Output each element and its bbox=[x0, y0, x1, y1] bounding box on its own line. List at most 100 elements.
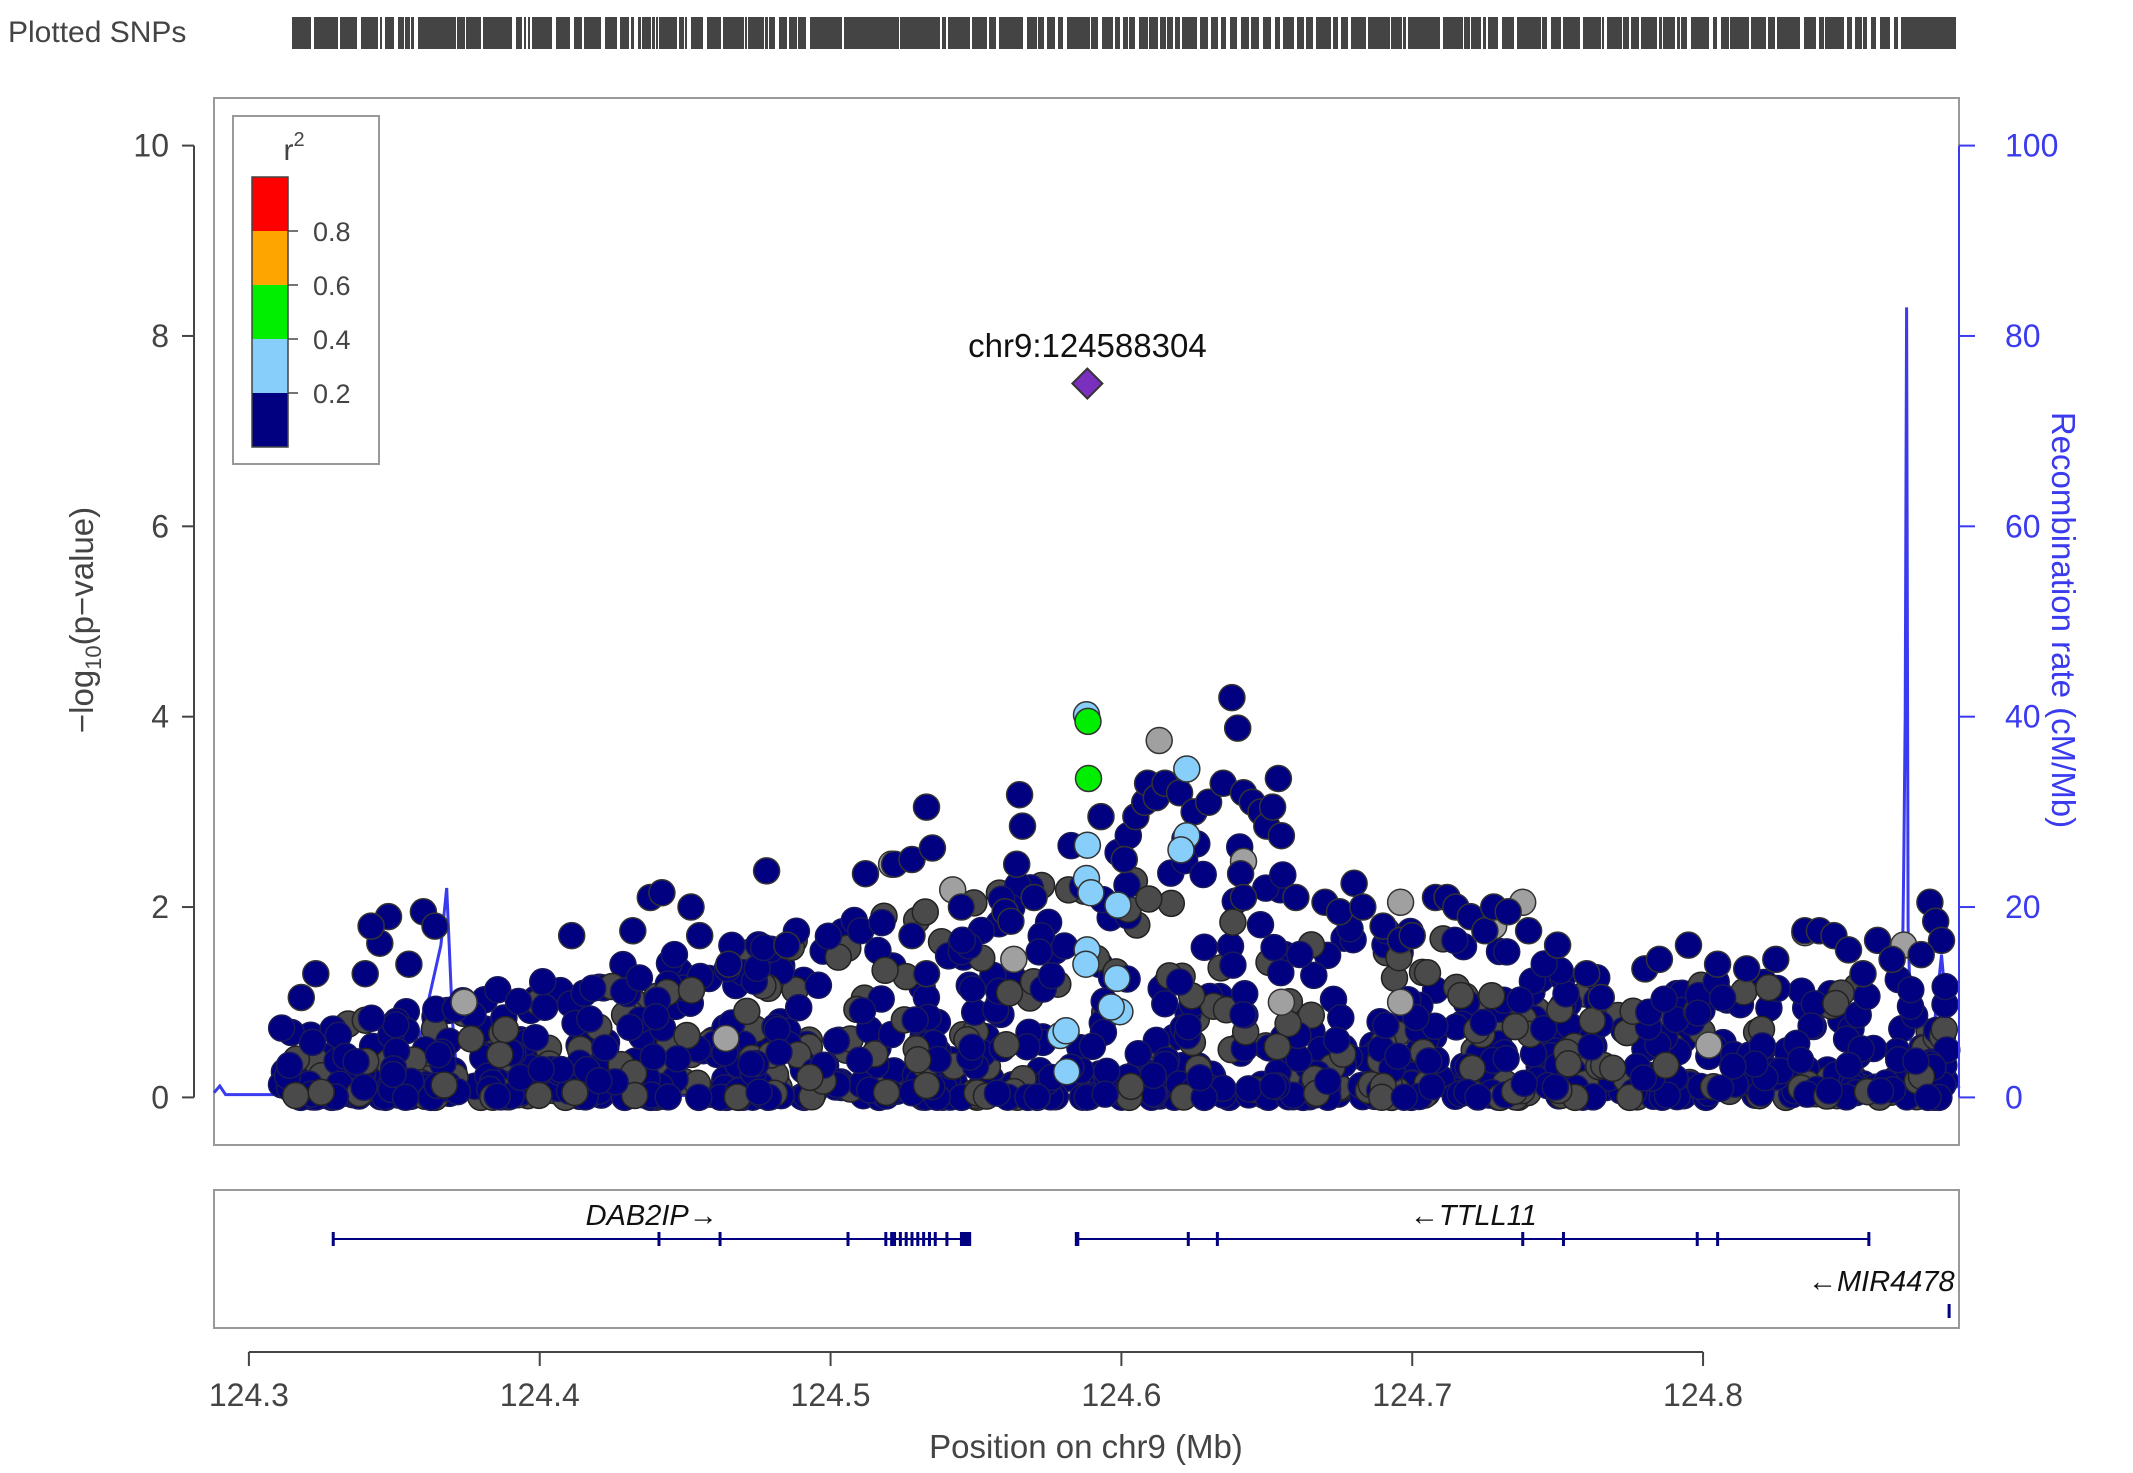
snp-tick bbox=[1003, 17, 1006, 49]
snp-tick bbox=[565, 17, 570, 49]
snp-tick bbox=[335, 17, 338, 49]
snp-point bbox=[1529, 1014, 1558, 1043]
snp-tick bbox=[1921, 17, 1928, 49]
snp-point bbox=[1226, 859, 1255, 888]
snp-tick bbox=[860, 17, 867, 49]
snp-tick bbox=[1391, 17, 1394, 49]
snp-point bbox=[715, 950, 743, 978]
y-axis-right: 0 20 40 60 80 100 bbox=[1958, 128, 2058, 1115]
snp-tick bbox=[1713, 17, 1717, 49]
snp-tick bbox=[321, 17, 326, 49]
snp-tick bbox=[1372, 17, 1377, 49]
snp-tick bbox=[1496, 17, 1498, 49]
snp-point bbox=[911, 898, 940, 926]
snp-track-label: Plotted SNPs bbox=[8, 16, 186, 49]
snp-tick bbox=[1602, 17, 1604, 49]
snp-point bbox=[1037, 961, 1066, 990]
snp-tick bbox=[418, 17, 424, 49]
snp-point bbox=[1684, 999, 1712, 1027]
snp-tick bbox=[605, 17, 611, 49]
snp-tick bbox=[972, 17, 976, 49]
snp-point bbox=[616, 1013, 644, 1042]
snp-point bbox=[1732, 955, 1761, 983]
snp-point bbox=[912, 1071, 941, 1100]
snp-point bbox=[1189, 860, 1217, 889]
snp-tick bbox=[1745, 17, 1749, 49]
snp-point bbox=[1263, 1032, 1292, 1061]
snp-point bbox=[1834, 1051, 1863, 1080]
snp-point bbox=[530, 993, 559, 1022]
snp-tick bbox=[1456, 17, 1463, 49]
snp-tick bbox=[1091, 17, 1098, 49]
snp-point bbox=[1822, 989, 1850, 1018]
gene-exon bbox=[960, 1232, 972, 1246]
snp-point bbox=[1464, 1083, 1492, 1111]
snp-tick bbox=[670, 17, 677, 49]
snp-tick bbox=[493, 17, 501, 49]
snp-point bbox=[1219, 951, 1247, 979]
snp-point bbox=[382, 1011, 410, 1039]
legend-swatch bbox=[252, 393, 288, 447]
snp-tick bbox=[1108, 17, 1113, 49]
snp-tick bbox=[1143, 17, 1148, 49]
snp-tick bbox=[363, 17, 367, 49]
snp-point bbox=[1849, 959, 1877, 988]
snp-tick bbox=[908, 17, 911, 49]
snp-point bbox=[796, 1063, 824, 1092]
gene-exon bbox=[890, 1232, 894, 1246]
snp-point bbox=[1117, 1072, 1145, 1101]
snp-point bbox=[1005, 780, 1034, 809]
snp-point bbox=[1706, 1074, 1735, 1102]
snp-tick bbox=[717, 17, 721, 49]
snp-tick bbox=[1418, 17, 1423, 49]
snp-point bbox=[1786, 1046, 1815, 1074]
snp-tick bbox=[486, 17, 493, 49]
y-tick-label-right: 60 bbox=[2005, 508, 2041, 544]
snp-tick bbox=[1701, 17, 1709, 49]
snp-point bbox=[351, 959, 379, 988]
snp-tick bbox=[1006, 17, 1012, 49]
gene-exon bbox=[1561, 1232, 1565, 1246]
snp-tick bbox=[1619, 17, 1622, 49]
snp-tick bbox=[1394, 17, 1402, 49]
snp-point bbox=[1931, 972, 1959, 1001]
snp-point bbox=[1023, 1083, 1051, 1111]
snp-tick bbox=[1038, 17, 1044, 49]
snp-tick bbox=[1811, 17, 1816, 49]
snp-tick bbox=[1691, 17, 1693, 49]
snp-point bbox=[745, 1078, 773, 1106]
snp-point bbox=[673, 1021, 701, 1050]
legend-label: 0.6 bbox=[313, 271, 351, 301]
snp-tick bbox=[1477, 17, 1481, 49]
snp-tick bbox=[1221, 17, 1226, 49]
snp-point bbox=[1598, 1054, 1627, 1083]
snp-tick bbox=[1659, 17, 1662, 49]
snp-tick bbox=[932, 17, 937, 49]
snp-point bbox=[1173, 755, 1201, 783]
snp-tick bbox=[1290, 17, 1294, 49]
snp-tick bbox=[711, 17, 717, 49]
snp-tick bbox=[1069, 17, 1077, 49]
snp-point bbox=[1695, 1031, 1723, 1059]
snp-point bbox=[1259, 1072, 1287, 1100]
snp-tick bbox=[1443, 17, 1446, 49]
snp-point bbox=[1703, 950, 1732, 978]
gene-exon bbox=[1867, 1232, 1871, 1246]
snp-point bbox=[712, 1024, 740, 1053]
x-tick-label: 124.7 bbox=[1372, 1377, 1452, 1413]
snp-point bbox=[281, 1081, 310, 1110]
snp-tick bbox=[1082, 17, 1084, 49]
snp-point bbox=[642, 1002, 670, 1031]
snp-point bbox=[749, 933, 778, 962]
snp-point bbox=[1145, 726, 1173, 755]
snp-tick bbox=[457, 17, 465, 49]
snp-point bbox=[685, 921, 714, 950]
snp-point bbox=[947, 893, 976, 921]
snp-point bbox=[302, 959, 330, 988]
snp-tick bbox=[380, 17, 382, 49]
snp-tick bbox=[1012, 17, 1015, 49]
snp-tick bbox=[1917, 17, 1921, 49]
snp-point bbox=[1000, 945, 1028, 974]
snp-tick bbox=[745, 17, 747, 49]
gene-label: ←MIR4478 bbox=[1808, 1266, 1955, 1298]
